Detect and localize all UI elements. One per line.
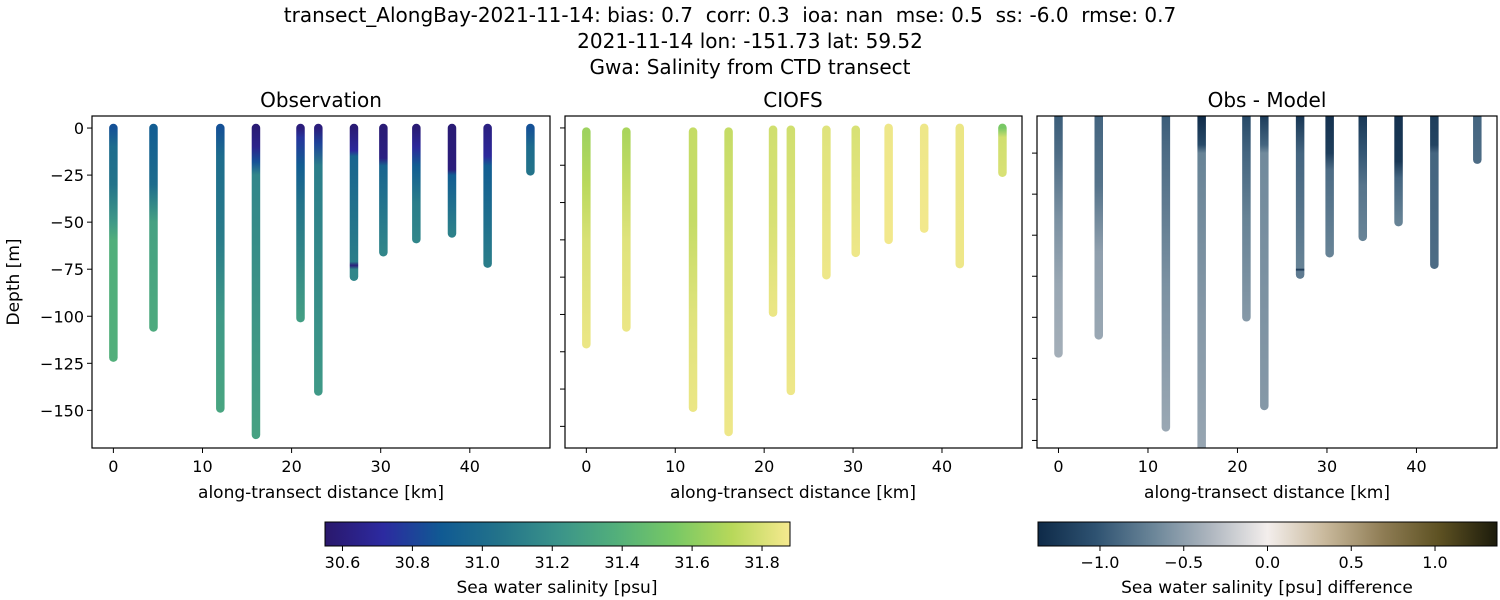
colorbar-difference: −1.0 −0.5 0.0 0.5 1.0 bbox=[1037, 521, 1498, 572]
axes-frame bbox=[1036, 115, 1498, 449]
x-axis-label-obs-minus-model: along-transect distance [km] bbox=[1144, 483, 1390, 503]
x-tick-label: 10 bbox=[1138, 457, 1158, 476]
x-tick-label: 20 bbox=[754, 457, 774, 476]
x-tick-label: 40 bbox=[932, 457, 952, 476]
suptitle-line-1: transect_AlongBay-2021-11-14: bias: 0.7 … bbox=[284, 3, 1177, 27]
colorbar-tick-label: 31.6 bbox=[674, 553, 710, 572]
x-tick-label: 40 bbox=[460, 457, 480, 476]
colorbar-tick-label: 1.0 bbox=[1422, 553, 1447, 572]
panel-title-obs-minus-model: Obs - Model bbox=[1208, 88, 1327, 112]
axes-frame bbox=[91, 115, 551, 449]
y-tick-label: −150 bbox=[40, 401, 84, 420]
y-tick-label: 0 bbox=[74, 119, 84, 138]
panel-obs-minus-model: 0 10 20 30 40 bbox=[1032, 115, 1498, 476]
y-axis-label: Depth [m] bbox=[4, 238, 24, 325]
colorbar-tick-label: 30.8 bbox=[395, 553, 431, 572]
x-tick-label: 20 bbox=[281, 457, 301, 476]
panel-ciofs: 0 10 20 30 40 bbox=[560, 115, 1023, 476]
suptitle-line-2: 2021-11-14 lon: -151.73 lat: 59.52 bbox=[577, 29, 923, 53]
suptitle-line-3: Gwa: Salinity from CTD transect bbox=[590, 55, 911, 79]
y-tick-label: −100 bbox=[40, 307, 84, 326]
colorbar-label-difference: Sea water salinity [psu] difference bbox=[1121, 578, 1413, 598]
colorbar-tick-label: −0.5 bbox=[1164, 553, 1203, 572]
x-tick-label: 0 bbox=[1053, 457, 1063, 476]
y-tick-label: −25 bbox=[50, 166, 84, 185]
colorbar-tick-label: 0.0 bbox=[1255, 553, 1280, 572]
x-tick-label: 0 bbox=[108, 457, 118, 476]
panel-title-observation: Observation bbox=[260, 88, 382, 112]
colorbar-label-salinity: Sea water salinity [psu] bbox=[457, 578, 658, 598]
x-tick-label: 40 bbox=[1406, 457, 1426, 476]
colorbar-tick-label: 31.2 bbox=[534, 553, 570, 572]
colorbar-tick-label: 31.4 bbox=[604, 553, 640, 572]
colorbar-tick-label: 30.6 bbox=[325, 553, 361, 572]
y-tick-label: −75 bbox=[50, 260, 84, 279]
x-axis-label-ciofs: along-transect distance [km] bbox=[670, 483, 916, 503]
colorbar-tick-label: 31.8 bbox=[744, 553, 780, 572]
x-tick-label: 30 bbox=[843, 457, 863, 476]
colorbar-gradient bbox=[324, 521, 791, 547]
x-tick-label: 20 bbox=[1227, 457, 1247, 476]
panel-observation: 0 10 20 30 40 0 −25 −50 −75 −100 −125 −150 bbox=[40, 115, 551, 476]
colorbar-tick-label: 31.0 bbox=[465, 553, 501, 572]
y-tick-label: −50 bbox=[50, 213, 84, 232]
colorbar-tick-label: −1.0 bbox=[1081, 553, 1120, 572]
x-tick-label: 30 bbox=[371, 457, 391, 476]
colorbar-salinity: 30.6 30.8 31.0 31.2 31.4 31.6 31.8 bbox=[324, 521, 791, 572]
x-axis-label-observation: along-transect distance [km] bbox=[198, 483, 444, 503]
x-tick-label: 0 bbox=[581, 457, 591, 476]
axes-frame bbox=[564, 115, 1023, 449]
x-tick-label: 30 bbox=[1317, 457, 1337, 476]
x-tick-label: 10 bbox=[192, 457, 212, 476]
colorbar-tick-label: 0.5 bbox=[1339, 553, 1364, 572]
panel-title-ciofs: CIOFS bbox=[763, 88, 822, 112]
y-tick-label: −125 bbox=[40, 354, 84, 373]
colorbar-gradient bbox=[1037, 521, 1498, 547]
x-tick-label: 10 bbox=[665, 457, 685, 476]
